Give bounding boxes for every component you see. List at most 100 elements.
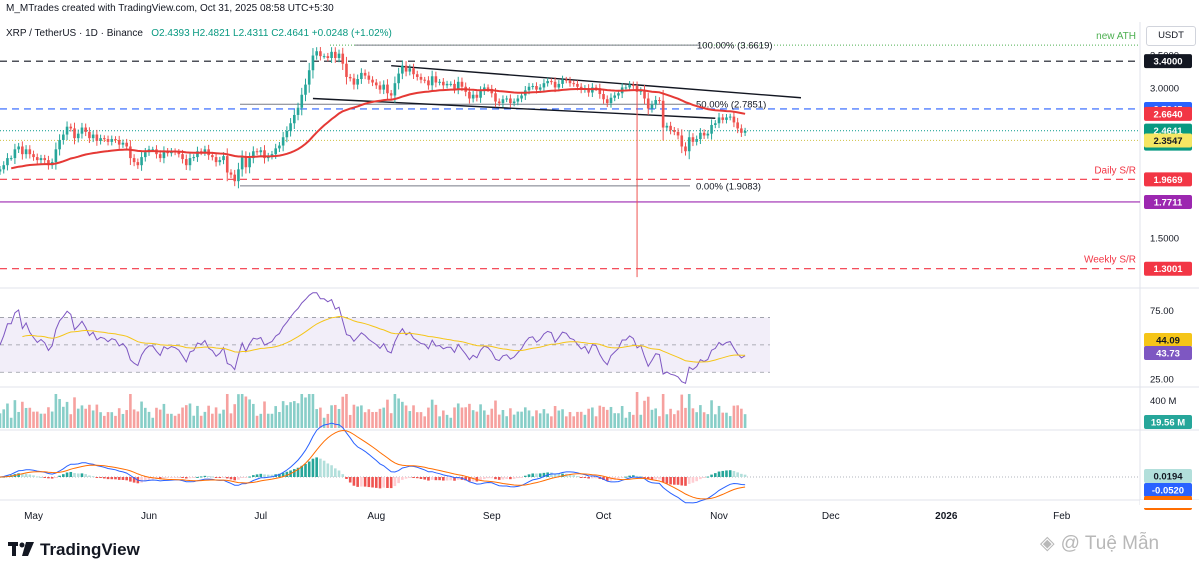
macd-histogram-bar — [315, 457, 318, 477]
price-label: 1.7711 — [1154, 197, 1183, 208]
candle-body — [184, 159, 188, 166]
volume-bar — [550, 416, 553, 428]
ohlc-low: L2.4311 — [233, 28, 269, 39]
candle-body — [442, 81, 445, 86]
volume-bar — [333, 404, 337, 428]
macd-histogram-bar — [699, 477, 702, 480]
candle-body — [348, 76, 352, 79]
macd-histogram-bar — [337, 470, 341, 477]
macd-histogram-bar — [121, 477, 125, 480]
macd-histogram-bar — [374, 477, 378, 488]
macd-histogram-bar — [293, 469, 296, 477]
candle-body — [460, 81, 464, 87]
volume-bar — [17, 411, 20, 428]
macd-histogram-bar — [643, 477, 646, 478]
volume-bar — [386, 399, 389, 428]
volume-bar — [512, 414, 516, 428]
candle-body — [24, 149, 28, 155]
tradingview-brand[interactable]: TradingView — [8, 540, 140, 560]
macd-histogram-bar — [639, 476, 643, 478]
watermark: ◈ @ Tuệ Mẫn — [1040, 532, 1159, 555]
candle-body — [203, 149, 207, 153]
candle-body — [494, 93, 497, 102]
macd-histogram-bar — [624, 476, 628, 478]
candle-body — [699, 132, 702, 140]
volume-bar — [717, 405, 721, 428]
brand-label: TradingView — [40, 540, 140, 559]
time-axis-label: May — [24, 511, 43, 522]
symbol-legend[interactable]: XRP / TetherUS · 1D · Binance O2.4393 H2… — [6, 28, 392, 39]
macd-histogram-bar — [591, 477, 594, 479]
candle-body — [475, 94, 479, 98]
volume-bar — [278, 411, 281, 428]
volume-bar — [583, 414, 587, 428]
volume-bar — [691, 408, 695, 428]
candle-body — [371, 79, 374, 83]
rsi-value-bg — [1144, 346, 1192, 360]
volume-bar — [374, 411, 378, 428]
volume-bar — [654, 408, 657, 428]
volume-bar — [181, 407, 184, 428]
volume-bar — [132, 409, 136, 428]
macd-histogram-bar — [356, 477, 359, 487]
volume-bar — [80, 405, 84, 428]
macd-histogram-bar — [348, 477, 352, 483]
candle-body — [382, 84, 386, 90]
volume-bar — [121, 413, 125, 428]
candle-body — [158, 154, 162, 159]
volume-bar — [237, 394, 240, 428]
candle-body — [225, 156, 229, 173]
candle-body — [237, 169, 240, 182]
ohlc-high: H2.4821 — [192, 28, 231, 39]
macd-histogram-bar — [538, 473, 542, 477]
volume-bar — [632, 414, 635, 428]
candle-body — [28, 149, 32, 155]
candle-body — [9, 158, 13, 160]
volume-bar — [695, 412, 698, 428]
volume-bar — [740, 408, 743, 428]
price-label: 3.4000 — [1153, 57, 1182, 68]
volume-bar — [520, 411, 523, 428]
volume-bar — [408, 411, 412, 428]
candle-body — [289, 123, 292, 132]
symbol-name[interactable]: XRP / TetherUS · 1D · Binance — [6, 28, 143, 39]
volume-bar — [225, 394, 229, 428]
volume-bar — [397, 398, 400, 428]
volume-bar — [535, 410, 538, 428]
currency-selector[interactable]: USDT — [1146, 26, 1196, 46]
volume-bar — [639, 414, 643, 428]
macd-histogram-bar — [587, 477, 590, 479]
macd-histogram-bar — [84, 474, 87, 477]
candle-body — [650, 104, 654, 109]
macd-histogram-bar — [576, 476, 579, 478]
volume-bar — [743, 414, 747, 428]
candle-body — [401, 65, 404, 74]
volume-bar — [605, 409, 609, 428]
candle-body — [520, 95, 523, 99]
volume-bar — [207, 405, 210, 428]
volume-bar — [561, 409, 564, 428]
volume-bar — [9, 417, 13, 428]
candle-body — [17, 146, 20, 150]
rsi-tick-label: 25.00 — [1150, 375, 1174, 386]
macd-histogram-bar — [509, 477, 512, 480]
macd-histogram-bar — [386, 477, 389, 488]
candle-body — [121, 142, 125, 145]
candle-body — [69, 126, 73, 129]
macd-histogram-bar — [252, 475, 255, 477]
volume-bar — [497, 414, 501, 428]
macd-histogram-bar — [158, 477, 162, 480]
volume-bar — [240, 394, 244, 428]
macd-histogram-bar — [393, 477, 397, 487]
macd-histogram-bar — [419, 477, 423, 479]
volume-bar — [341, 396, 345, 428]
macd-histogram-bar — [602, 477, 605, 480]
volume-bar — [155, 407, 158, 428]
rsi-value: 43.73 — [1156, 349, 1180, 360]
macd-histogram-bar — [218, 477, 222, 478]
fib-label: 0.00% (1.9083) — [696, 181, 761, 192]
axis-mask — [1140, 500, 1199, 508]
volume-bar — [192, 415, 196, 428]
candle-body — [740, 128, 743, 133]
